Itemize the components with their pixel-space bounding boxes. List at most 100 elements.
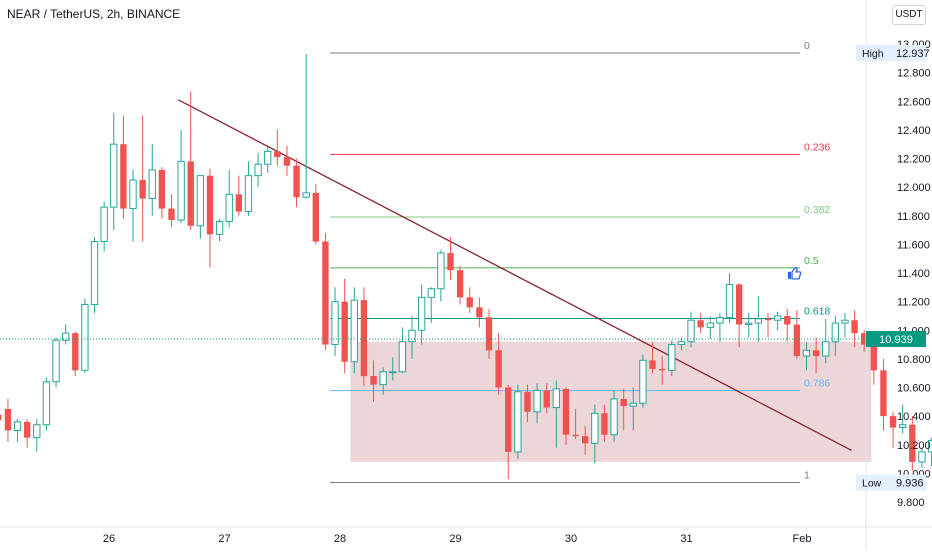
candle[interactable] bbox=[793, 310, 801, 359]
candle[interactable] bbox=[591, 404, 599, 464]
candle[interactable] bbox=[264, 147, 272, 173]
candle[interactable] bbox=[812, 337, 820, 374]
candle[interactable] bbox=[514, 384, 522, 460]
candle[interactable] bbox=[360, 287, 368, 387]
candle[interactable] bbox=[168, 194, 175, 228]
candle[interactable] bbox=[90, 237, 99, 314]
currency-button[interactable]: USDT bbox=[892, 5, 926, 25]
candle[interactable] bbox=[331, 287, 339, 357]
candle[interactable] bbox=[408, 315, 416, 359]
candle[interactable] bbox=[735, 283, 743, 348]
candle[interactable] bbox=[235, 175, 243, 216]
candle[interactable] bbox=[764, 313, 772, 338]
candle[interactable] bbox=[745, 313, 753, 338]
candle[interactable] bbox=[274, 129, 281, 166]
candle[interactable] bbox=[61, 324, 70, 345]
candle[interactable] bbox=[533, 383, 541, 424]
candle[interactable] bbox=[899, 404, 907, 434]
candle[interactable] bbox=[822, 318, 830, 364]
candle[interactable] bbox=[524, 384, 531, 422]
candle[interactable] bbox=[350, 287, 358, 374]
candle[interactable] bbox=[601, 404, 608, 442]
candle[interactable] bbox=[909, 416, 916, 471]
candle[interactable] bbox=[120, 115, 127, 219]
candle[interactable] bbox=[687, 311, 695, 348]
candle[interactable] bbox=[802, 341, 811, 371]
candle[interactable] bbox=[293, 158, 300, 208]
candle[interactable] bbox=[870, 341, 878, 385]
candle[interactable] bbox=[543, 383, 550, 414]
candle[interactable] bbox=[447, 237, 454, 281]
candle[interactable] bbox=[158, 167, 166, 219]
candle[interactable] bbox=[466, 287, 473, 314]
candle[interactable] bbox=[784, 308, 791, 342]
candle[interactable] bbox=[177, 129, 185, 223]
candle[interactable] bbox=[697, 313, 704, 334]
candle[interactable] bbox=[562, 387, 570, 445]
candle[interactable] bbox=[639, 354, 647, 408]
candle[interactable] bbox=[244, 161, 253, 216]
candle[interactable] bbox=[283, 145, 291, 176]
candle[interactable] bbox=[341, 278, 348, 374]
candle[interactable] bbox=[552, 380, 561, 448]
candle[interactable] bbox=[33, 418, 41, 452]
trend-line[interactable] bbox=[177, 99, 852, 452]
candle[interactable] bbox=[139, 115, 146, 242]
candle[interactable] bbox=[725, 273, 734, 324]
candle[interactable] bbox=[302, 54, 310, 199]
thumbs-up-icon[interactable] bbox=[788, 266, 802, 280]
candle[interactable] bbox=[677, 337, 686, 351]
candle[interactable] bbox=[880, 358, 887, 431]
candle[interactable] bbox=[831, 315, 840, 357]
candle[interactable] bbox=[485, 308, 493, 359]
symbol-title[interactable]: NEAR / TetherUS, 2h, BINANCE bbox=[7, 7, 181, 21]
candle[interactable] bbox=[187, 91, 194, 231]
candle[interactable] bbox=[0, 405, 2, 424]
candle[interactable] bbox=[322, 232, 329, 351]
candle[interactable] bbox=[4, 398, 12, 442]
candle[interactable] bbox=[389, 357, 397, 381]
candle[interactable] bbox=[773, 311, 782, 331]
candle[interactable] bbox=[23, 418, 31, 448]
candle[interactable] bbox=[215, 218, 224, 242]
candle[interactable] bbox=[851, 310, 858, 348]
candle[interactable] bbox=[610, 390, 618, 442]
candle[interactable] bbox=[52, 337, 60, 388]
candle[interactable] bbox=[196, 175, 205, 239]
candle[interactable] bbox=[72, 331, 79, 377]
candle[interactable] bbox=[398, 327, 407, 374]
candle[interactable] bbox=[312, 184, 319, 245]
candle[interactable] bbox=[918, 449, 926, 468]
candle[interactable] bbox=[417, 284, 426, 345]
candle[interactable] bbox=[754, 295, 763, 342]
candle[interactable] bbox=[706, 315, 714, 339]
candle[interactable] bbox=[13, 418, 22, 442]
candle[interactable] bbox=[148, 144, 156, 216]
candle[interactable] bbox=[81, 298, 89, 374]
candle[interactable] bbox=[841, 313, 849, 338]
candle[interactable] bbox=[649, 341, 656, 374]
candle[interactable] bbox=[629, 387, 637, 431]
candle[interactable] bbox=[427, 287, 435, 324]
candle[interactable] bbox=[379, 367, 387, 395]
candle[interactable] bbox=[476, 297, 483, 328]
candle[interactable] bbox=[110, 112, 118, 231]
candle[interactable] bbox=[495, 333, 502, 395]
candle[interactable] bbox=[129, 169, 137, 242]
candle[interactable] bbox=[370, 360, 377, 402]
candle[interactable] bbox=[582, 426, 589, 455]
candle[interactable] bbox=[225, 169, 233, 228]
candle[interactable] bbox=[505, 384, 512, 480]
candle[interactable] bbox=[716, 313, 724, 342]
candle[interactable] bbox=[42, 377, 51, 431]
candle[interactable] bbox=[889, 411, 897, 448]
candle[interactable] bbox=[620, 388, 627, 431]
candle[interactable] bbox=[437, 250, 445, 302]
candle[interactable] bbox=[254, 152, 262, 188]
candle[interactable] bbox=[658, 356, 666, 385]
candle[interactable] bbox=[572, 408, 579, 440]
candle[interactable] bbox=[100, 201, 108, 252]
candle[interactable] bbox=[456, 265, 464, 305]
